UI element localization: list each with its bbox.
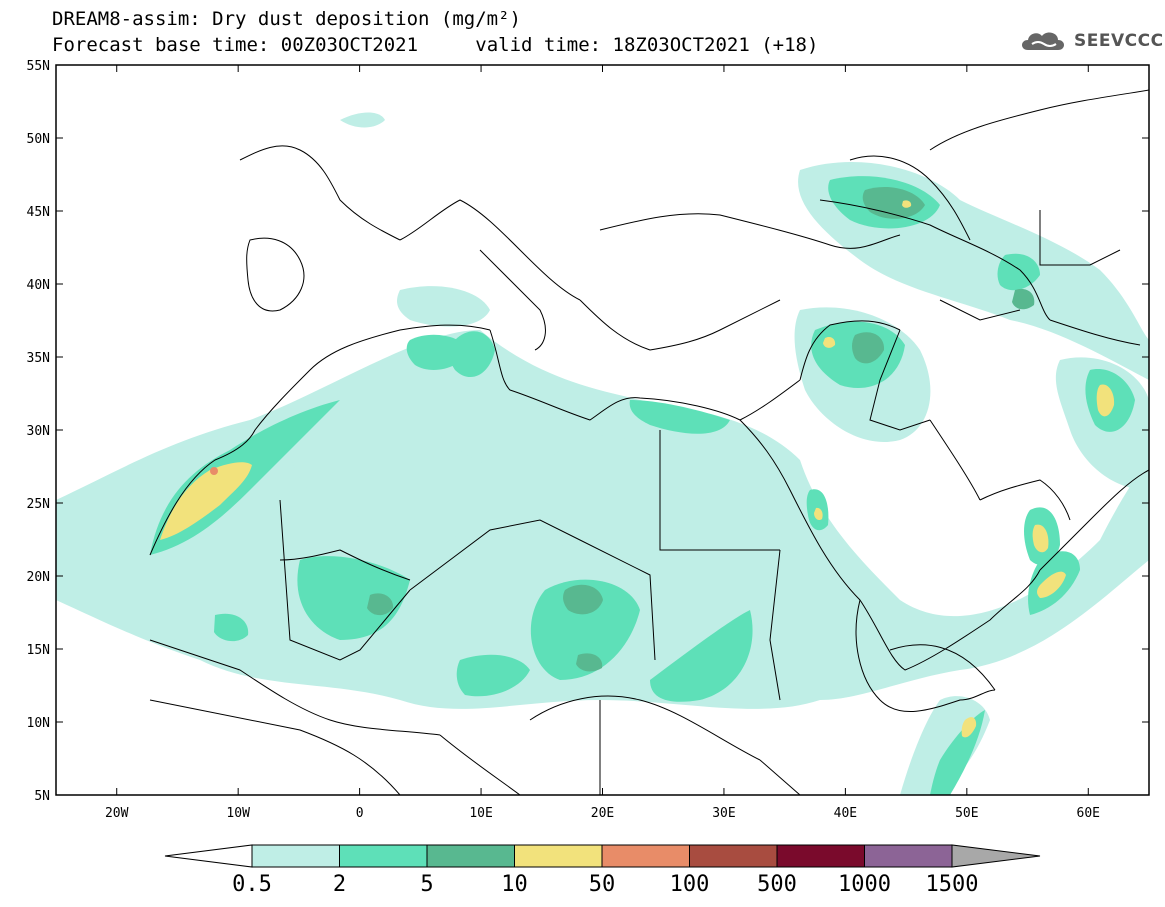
lon-tick-label: 30E xyxy=(712,806,735,821)
cloud-logo-icon xyxy=(1022,32,1064,50)
colorbar-label: 0.5 xyxy=(232,872,272,897)
colorbar-label: 1500 xyxy=(926,872,979,897)
colorbar-label: 500 xyxy=(757,872,797,897)
lon-tick-label: 20E xyxy=(591,806,614,821)
colorbar-over-triangle xyxy=(951,844,1041,868)
lat-tick-label: 15N xyxy=(27,643,50,658)
colorbar: 0.5 2 5 10 50 100 500 1000 1500 xyxy=(164,844,1041,897)
colorbar-label: 5 xyxy=(420,872,433,897)
map-title: DREAM8-assim: Dry dust deposition (mg/m²… xyxy=(52,8,521,30)
deposition-level-5 xyxy=(367,186,1035,672)
lon-tick-label: 60E xyxy=(1077,806,1100,821)
lon-tick-label: 0 xyxy=(356,806,364,821)
deposition-level-10 xyxy=(160,200,1115,738)
colorbar-segment xyxy=(689,844,778,868)
longitude-axis: 20W 10W 0 10E 20E 30E 40E 50E 60E xyxy=(105,65,1100,821)
deposition-level-50 xyxy=(210,467,218,475)
valid-time: valid time: 18Z03OCT2021 (+18) xyxy=(475,34,819,56)
lon-tick-label: 10W xyxy=(226,806,250,821)
map-subtitle: Forecast base time: 00Z03OCT2021 valid t… xyxy=(52,34,818,56)
colorbar-segment xyxy=(339,844,428,868)
map-content xyxy=(56,65,1149,795)
colorbar-segment xyxy=(426,844,515,868)
colorbar-label: 2 xyxy=(333,872,346,897)
colorbar-label: 10 xyxy=(501,872,528,897)
lat-tick-label: 55N xyxy=(27,59,50,74)
lat-tick-label: 10N xyxy=(27,716,50,731)
lon-tick-label: 10E xyxy=(469,806,492,821)
lat-tick-label: 20N xyxy=(27,570,50,585)
coastlines-borders xyxy=(149,89,1149,795)
lat-tick-label: 50N xyxy=(27,132,50,147)
colorbar-label: 1000 xyxy=(838,872,891,897)
colorbar-segment xyxy=(251,844,340,868)
lat-tick-label: 25N xyxy=(27,497,50,512)
colorbar-segment xyxy=(864,844,953,868)
lat-tick-label: 45N xyxy=(27,205,50,220)
seevccc-logo: SEEVCCC xyxy=(1018,28,1164,54)
lon-tick-label: 20W xyxy=(105,806,129,821)
colorbar-segment xyxy=(514,844,603,868)
lon-tick-label: 40E xyxy=(834,806,857,821)
logo-text: SEEVCCC xyxy=(1074,31,1164,51)
forecast-base-time: Forecast base time: 00Z03OCT2021 xyxy=(52,34,419,56)
colorbar-label: 50 xyxy=(589,872,616,897)
lat-tick-label: 30N xyxy=(27,424,50,439)
colorbar-under-triangle xyxy=(164,844,253,868)
lon-tick-label: 50E xyxy=(955,806,978,821)
colorbar-segment xyxy=(601,844,690,868)
lat-tick-label: 5N xyxy=(34,789,50,804)
lat-tick-label: 40N xyxy=(27,278,50,293)
latitude-axis: 55N 50N 45N 40N 35N 30N 25N 20N 15N 10N 5N xyxy=(27,59,1149,804)
lat-tick-label: 35N xyxy=(27,351,50,366)
colorbar-segment xyxy=(776,844,865,868)
colorbar-label: 100 xyxy=(670,872,710,897)
